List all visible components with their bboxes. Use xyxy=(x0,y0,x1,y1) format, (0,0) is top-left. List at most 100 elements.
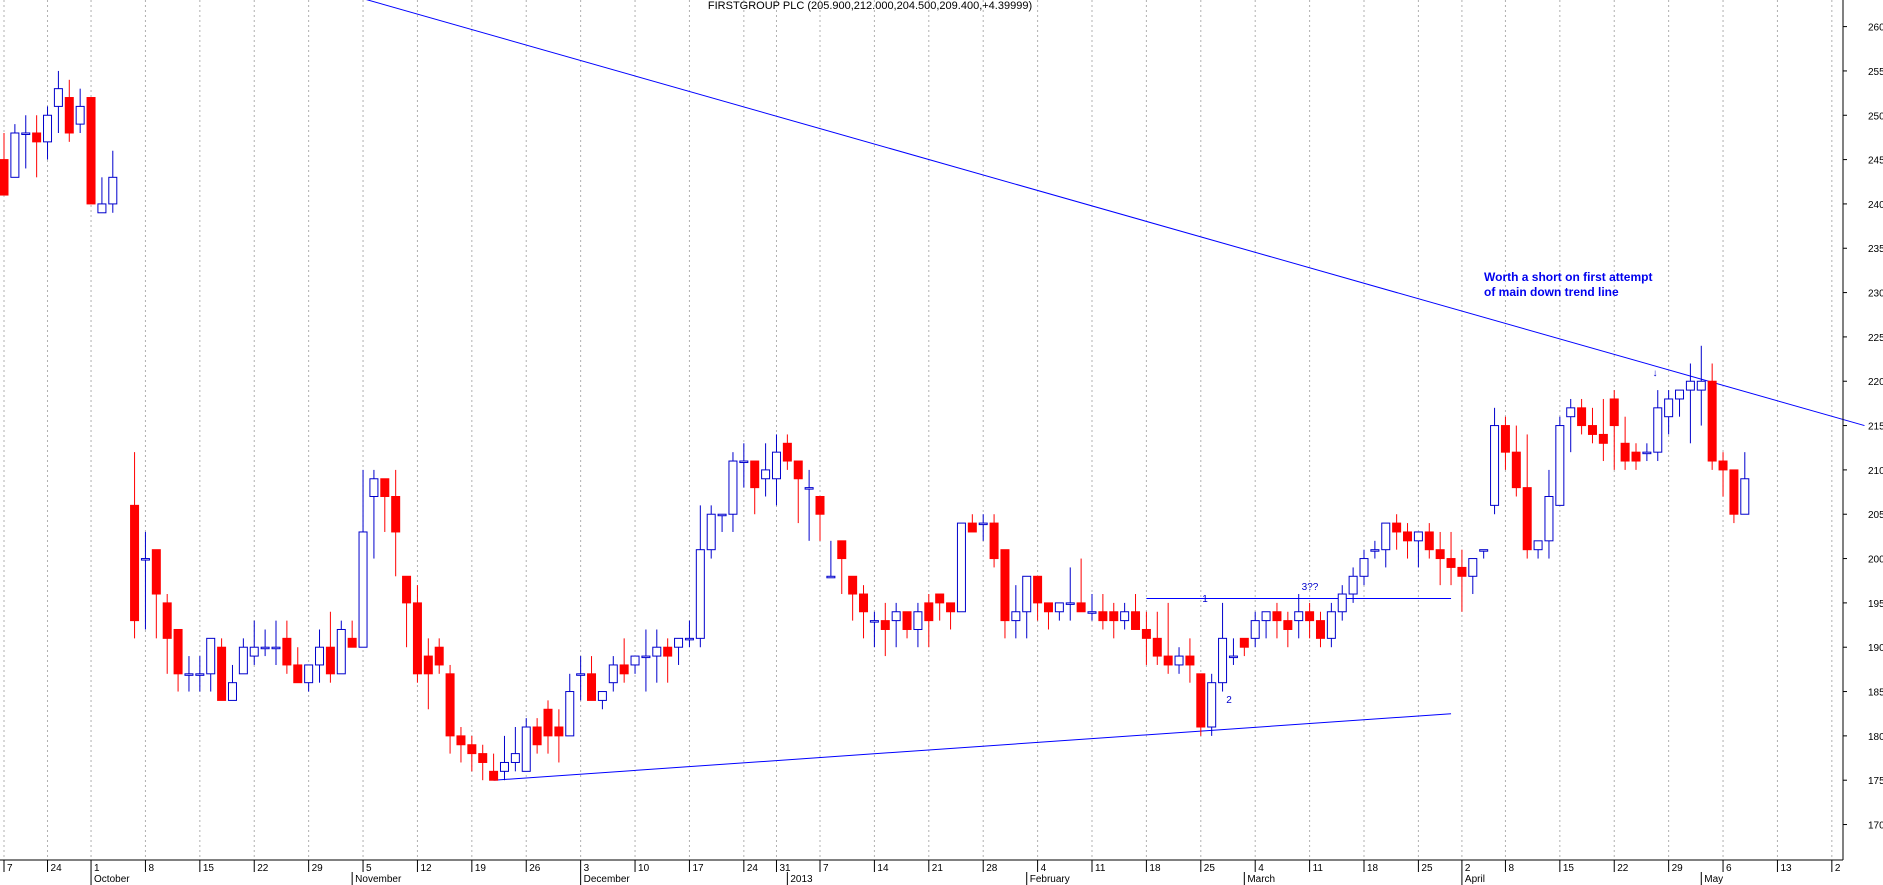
candle-body xyxy=(652,646,662,657)
y-tick-label: 250 xyxy=(1868,111,1883,122)
x-tick-label: 14 xyxy=(877,863,889,874)
candle-body xyxy=(1359,558,1369,577)
candle-body xyxy=(1120,611,1130,622)
candle-body xyxy=(1729,469,1739,515)
candle-body xyxy=(1403,531,1413,542)
candle-body xyxy=(369,478,379,497)
candle-body xyxy=(358,531,368,648)
candle-body xyxy=(140,558,150,561)
candle-body xyxy=(967,522,977,533)
candle-body xyxy=(402,575,412,604)
candle-body xyxy=(445,673,455,737)
candle-body xyxy=(1675,389,1685,400)
candle-body xyxy=(1587,425,1597,435)
candle-body xyxy=(1413,531,1423,542)
candle-body xyxy=(869,620,879,623)
candle-body xyxy=(1076,602,1086,613)
y-tick-label: 190 xyxy=(1868,643,1883,654)
candle-body xyxy=(412,602,422,675)
candle-body xyxy=(391,495,401,533)
candle-body xyxy=(1033,575,1043,604)
candle-body xyxy=(130,504,140,622)
candle-body xyxy=(1392,522,1402,533)
x-tick-label: 25 xyxy=(1204,863,1216,874)
candle-body xyxy=(325,646,335,675)
candle-body xyxy=(86,97,96,205)
candle-body xyxy=(532,726,542,746)
candle-body xyxy=(434,646,444,666)
x-tick-label: 6 xyxy=(1726,863,1732,874)
candle-body xyxy=(1022,575,1032,613)
candle-body xyxy=(1207,682,1217,728)
candle-body xyxy=(1239,637,1249,648)
x-tick-label: 18 xyxy=(1367,863,1379,874)
y-tick-label: 230 xyxy=(1868,289,1883,300)
annotation-note-line2: of main down trend line xyxy=(1484,285,1619,299)
candle-body xyxy=(1283,620,1293,630)
candles xyxy=(0,70,1750,781)
candle-body xyxy=(804,487,814,490)
x-axis: 7 24 1 8 15 22 29 5 12 19 26 3 10 17 24 31 7 14 21 28 4 11 18 2… xyxy=(3,860,1841,874)
y-tick-label: 170 xyxy=(1868,821,1883,832)
candle-body xyxy=(663,646,673,657)
trendline xyxy=(365,0,1865,427)
candle-body xyxy=(1457,566,1467,577)
candle-body xyxy=(1054,602,1064,613)
candle-body xyxy=(1707,380,1717,462)
y-tick-label: 220 xyxy=(1868,377,1883,388)
y-tick-label: 215 xyxy=(1868,422,1883,433)
candle-body xyxy=(1598,433,1608,444)
candle-body xyxy=(467,744,477,755)
candle-body xyxy=(576,673,586,676)
candle-body xyxy=(597,691,607,701)
month-label: May xyxy=(1704,874,1723,885)
candle-body xyxy=(978,522,988,526)
candle-body xyxy=(1685,380,1695,391)
x-tick-label: 28 xyxy=(986,863,998,874)
candle-body xyxy=(1000,549,1010,622)
candle-body xyxy=(891,611,901,622)
candle-body xyxy=(684,637,694,641)
candle-body xyxy=(423,655,433,675)
x-tick-label: 2 xyxy=(1465,863,1471,874)
candle-body xyxy=(1250,620,1260,639)
x-tick-label: 13 xyxy=(1780,863,1792,874)
y-tick-label: 225 xyxy=(1868,333,1883,344)
x-tick-label: 17 xyxy=(692,863,704,874)
candle-body xyxy=(43,114,53,143)
candle-body xyxy=(271,646,281,650)
candle-body xyxy=(565,691,575,737)
candle-body xyxy=(1609,398,1619,427)
candle-body xyxy=(706,513,716,551)
candle-body xyxy=(1370,549,1380,552)
month-labels: October November December 2013 February March… xyxy=(90,872,1723,885)
candle-body xyxy=(826,575,836,579)
annotation-note-line1: Worth a short on first attempt xyxy=(1484,270,1652,284)
candle-body xyxy=(347,637,357,648)
candle-body xyxy=(1435,549,1445,560)
candle-body xyxy=(674,637,684,648)
x-tick-label: 15 xyxy=(203,863,215,874)
candle-body xyxy=(587,673,597,701)
candle-body xyxy=(162,602,172,639)
annotation-label-3: 3?? xyxy=(1302,582,1319,593)
candle-body xyxy=(739,460,749,464)
candle-body xyxy=(1261,611,1271,622)
candle-body xyxy=(1620,442,1630,462)
candle-body xyxy=(1163,655,1173,666)
x-tick-label: 25 xyxy=(1421,863,1433,874)
candle-body xyxy=(989,522,999,560)
month-label: February xyxy=(1030,874,1070,885)
candle-body xyxy=(750,460,760,489)
candle-body xyxy=(956,522,966,613)
candle-body xyxy=(859,593,869,613)
candle-body xyxy=(1653,407,1663,453)
candle-body xyxy=(1141,628,1151,639)
down-arrow-icon: ↓ xyxy=(1653,368,1658,379)
candle-body xyxy=(641,655,651,659)
candle-body xyxy=(1305,611,1315,622)
x-tick-label: 1 xyxy=(94,863,100,874)
y-tick-label: 245 xyxy=(1868,156,1883,167)
x-tick-label: 29 xyxy=(312,863,324,874)
